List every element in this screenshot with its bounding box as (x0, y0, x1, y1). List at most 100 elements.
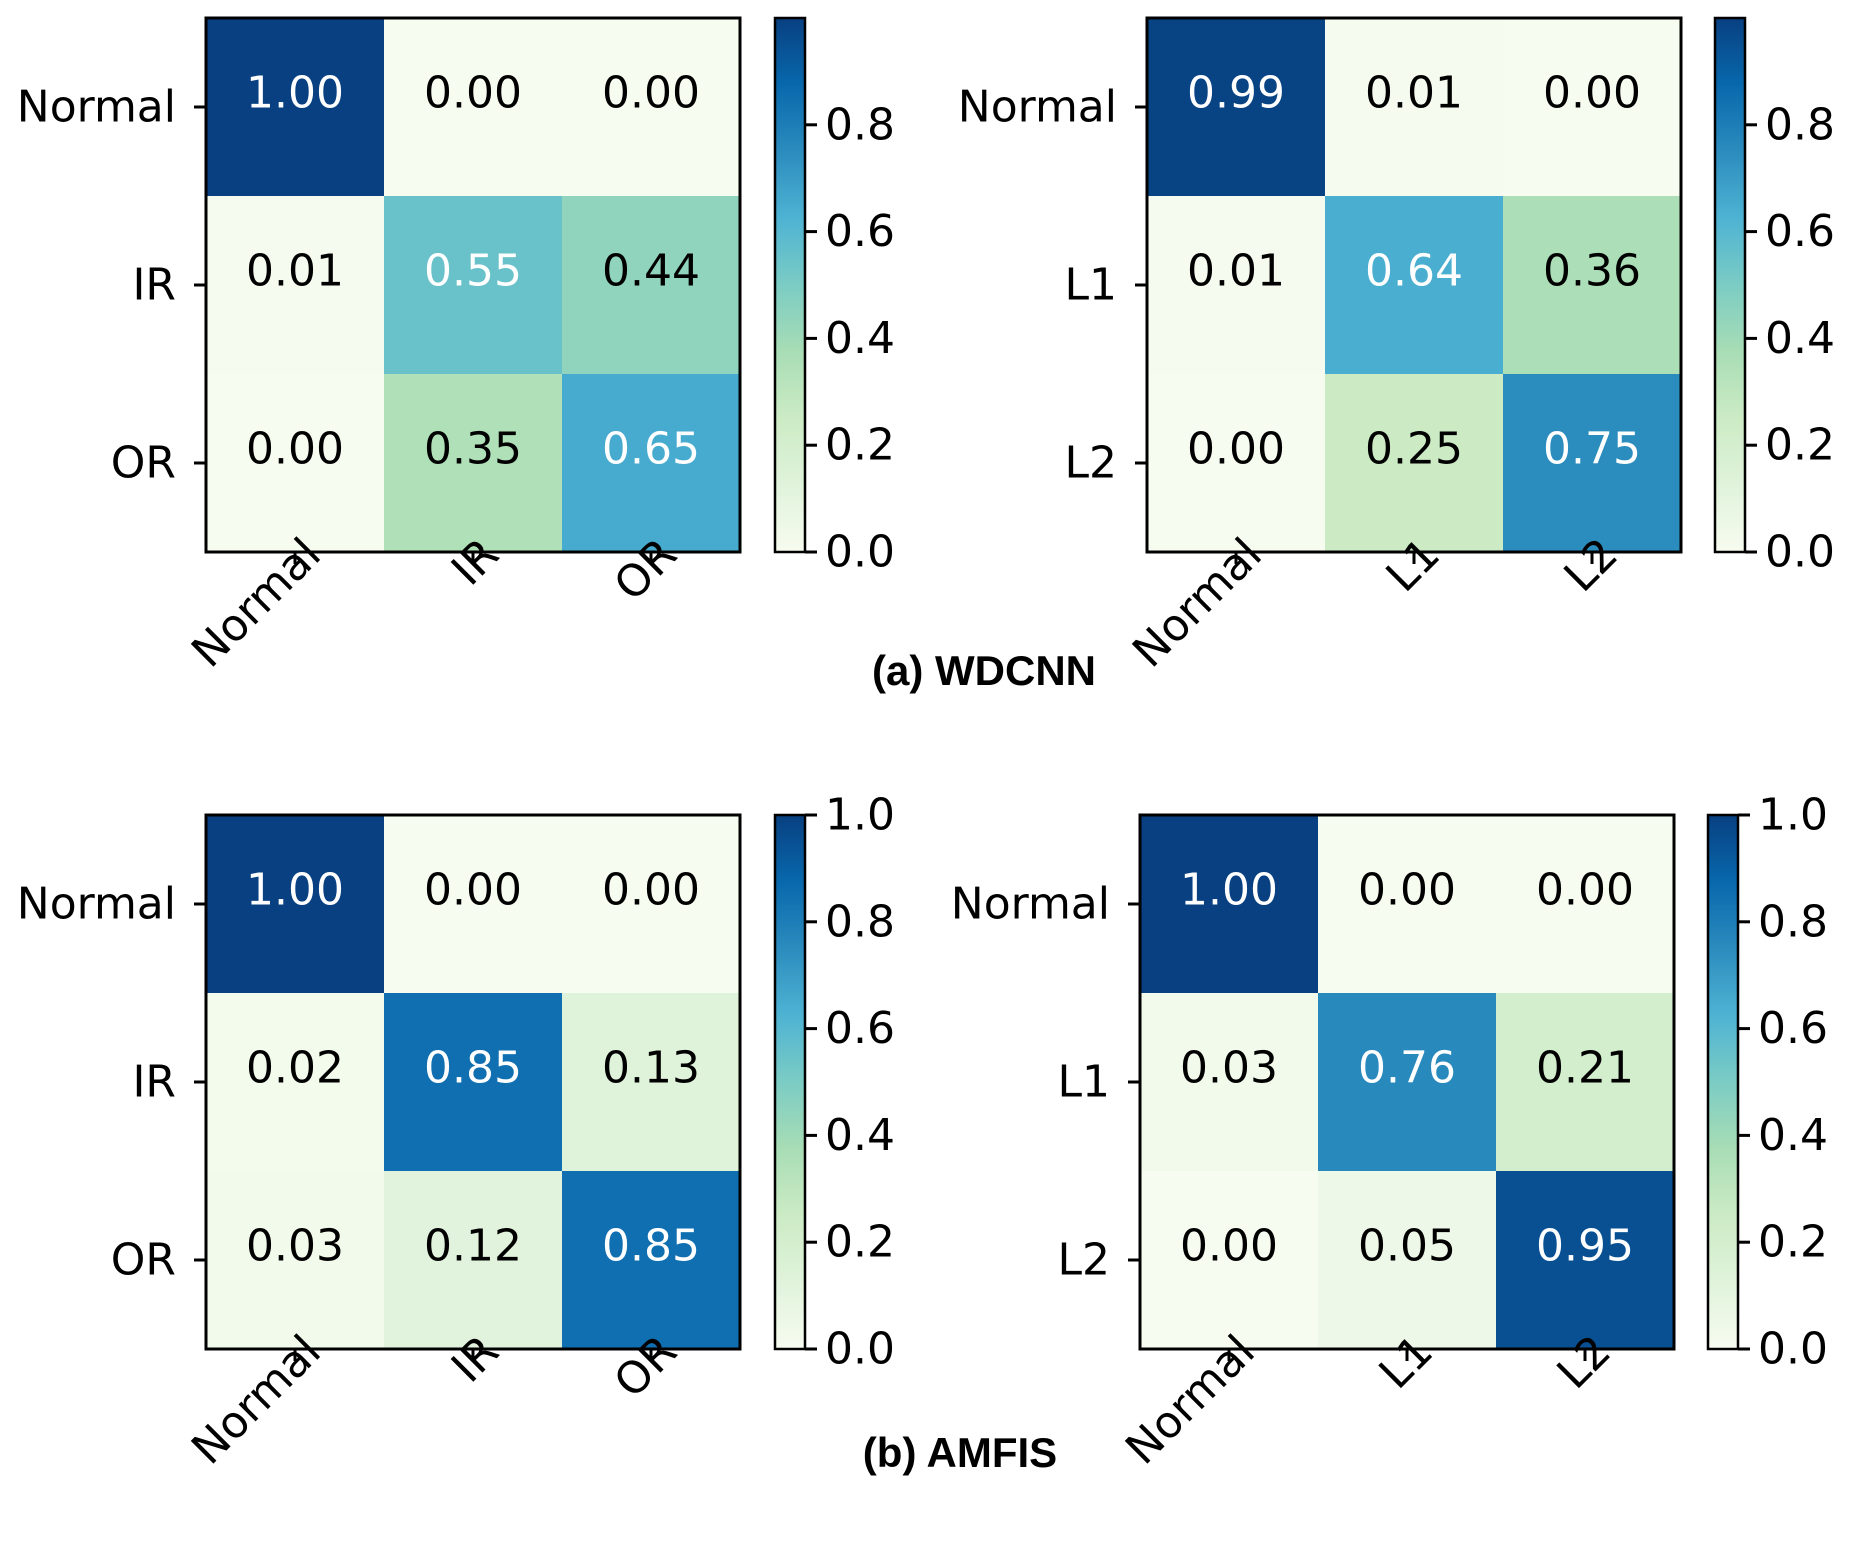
heatmap-cell-r2-c0 (206, 374, 384, 552)
cell-value-label: 0.00 (1180, 1221, 1278, 1272)
colorbar-gradient (775, 815, 805, 1349)
colorbar-frame (1706, 813, 1740, 1351)
heatmap-cell-r2-c2 (562, 374, 740, 552)
colorbar-tick-label: 0.4 (1758, 1110, 1828, 1161)
cell-value-label: 0.36 (1543, 246, 1641, 297)
cell-value-label: 0.00 (1543, 68, 1641, 119)
colorbar-tick-label: 0.2 (1765, 420, 1835, 471)
heatmap-cell-r1-c0 (206, 196, 384, 374)
colorbar-tick-label: 0.2 (825, 1217, 895, 1268)
cell-value-label: 1.00 (246, 865, 344, 916)
cell-value-label: 0.03 (1180, 1043, 1278, 1094)
heatmap-cell-r1-c2 (562, 993, 740, 1171)
heatmap-cell-r2-c2 (562, 1171, 740, 1349)
heatmap-cell-r0-c0 (206, 815, 384, 993)
colorbar-tick-label: 0.6 (1765, 206, 1835, 257)
row-label: IR (132, 1057, 176, 1108)
cell-value-label: 0.64 (1365, 246, 1463, 297)
heatmap-panel-b-amfis-load: 1.00 0.00 0.00 0.03 0.76 0.21 0.00 0.05 0.95 Norm… (951, 790, 1828, 1475)
cell-value-label: 0.99 (1187, 68, 1285, 119)
colorbar-tick-label: 0.8 (825, 896, 895, 947)
colorbar-tick-label: 0.6 (825, 1003, 895, 1054)
colorbar-tick-label: 0.6 (1758, 1003, 1828, 1054)
heatmap-cell-r2-c2 (1503, 374, 1681, 552)
cell-value-label: 0.02 (246, 1043, 344, 1094)
heatmap-cell-r2-c0 (1140, 1171, 1318, 1349)
heatmap-cell-r0-c2 (1496, 815, 1674, 993)
heatmap-cell-r0-c2 (562, 815, 740, 993)
colorbar-tick-label: 0.2 (1758, 1217, 1828, 1268)
colorbar-tick-label: 0.0 (1765, 527, 1835, 578)
colorbar-tick-label: 0.8 (1758, 896, 1828, 947)
colorbar-frame (773, 813, 807, 1351)
colorbar-tick-label: 0.4 (1765, 313, 1835, 364)
heatmap-cell-r1-c0 (1140, 993, 1318, 1171)
colorbar-tick-label: 0.8 (1765, 99, 1835, 150)
colorbar-tick-label: 1.0 (1758, 790, 1828, 841)
heatmap-cell-r1-c1 (384, 196, 562, 374)
colorbar-frame (773, 16, 807, 554)
heatmap-cell-r2-c1 (1325, 374, 1503, 552)
colorbar-tick-label: 0.0 (1758, 1324, 1828, 1375)
row-label: Normal (951, 879, 1110, 930)
heatmap-cell-r1-c0 (206, 993, 384, 1171)
heatmap-cell-r1-c1 (1325, 196, 1503, 374)
heatmap-panel-b-amfis-bearing: 1.00 0.00 0.00 0.02 0.85 0.13 0.03 0.12 0.85 Norm… (17, 790, 895, 1475)
caption-a: (a) WDCNN (872, 647, 1096, 694)
cell-value-label: 0.00 (1358, 865, 1456, 916)
colorbar-tick-label: 0.0 (825, 527, 895, 578)
colorbar-frame (1713, 16, 1747, 554)
cell-value-label: 0.95 (1536, 1221, 1634, 1272)
colorbar-tick-label: 1.0 (825, 790, 895, 841)
cell-value-label: 1.00 (246, 68, 344, 119)
row-label: Normal (958, 82, 1117, 133)
cell-value-label: 0.85 (424, 1043, 522, 1094)
colorbar-gradient (1708, 815, 1738, 1349)
heatmap-cell-r1-c2 (562, 196, 740, 374)
colorbar-tick-label: 0.8 (825, 99, 895, 150)
cell-value-label: 0.55 (424, 246, 522, 297)
cell-value-label: 0.00 (602, 865, 700, 916)
cell-value-label: 0.35 (424, 424, 522, 475)
cell-value-label: 0.65 (602, 424, 700, 475)
row-label: L1 (1064, 260, 1117, 311)
cell-value-label: 0.01 (1187, 246, 1285, 297)
heatmap-cell-r0-c2 (562, 18, 740, 196)
heatmap-cell-r2-c1 (1318, 1171, 1496, 1349)
heatmap-cell-r0-c2 (1503, 18, 1681, 196)
heatmap-cell-r0-c0 (1147, 18, 1325, 196)
cell-value-label: 0.21 (1536, 1043, 1634, 1094)
heatmap-cell-r0-c0 (206, 18, 384, 196)
heatmap-cell-r0-c1 (384, 815, 562, 993)
heatmap-panel-a-wdcnn-bearing: 1.00 0.00 0.00 0.01 0.55 0.44 0.00 0.35 0.65 Norm… (17, 16, 895, 677)
cell-value-label: 0.03 (246, 1221, 344, 1272)
colorbar-tick-label: 0.4 (825, 1110, 895, 1161)
colorbar-gradient (775, 18, 805, 552)
heatmap-cell-r1-c1 (1318, 993, 1496, 1171)
row-label: OR (111, 438, 176, 489)
cell-value-label: 0.75 (1543, 424, 1641, 475)
row-label: L2 (1057, 1235, 1110, 1286)
colorbar-tick-label: 0.4 (825, 313, 895, 364)
row-label: L1 (1057, 1057, 1110, 1108)
heatmap-cell-r0-c0 (1140, 815, 1318, 993)
cell-value-label: 1.00 (1180, 865, 1278, 916)
heatmap-cell-r2-c1 (384, 374, 562, 552)
heatmap-cell-r2-c0 (1147, 374, 1325, 552)
cell-value-label: 0.00 (424, 68, 522, 119)
cell-value-label: 0.44 (602, 246, 700, 297)
cell-value-label: 0.13 (602, 1043, 700, 1094)
colorbar-tick-label: 0.6 (825, 206, 895, 257)
heatmap-cell-r2-c1 (384, 1171, 562, 1349)
cell-value-label: 0.01 (1365, 68, 1463, 119)
heatmap-cell-r0-c1 (1318, 815, 1496, 993)
cell-value-label: 0.00 (1187, 424, 1285, 475)
cell-value-label: 0.00 (424, 865, 522, 916)
colorbar-tick-label: 0.2 (825, 420, 895, 471)
row-label: L2 (1064, 438, 1117, 489)
colorbar-tick-label: 0.0 (825, 1324, 895, 1375)
heatmap-cell-r1-c1 (384, 993, 562, 1171)
cell-value-label: 0.76 (1358, 1043, 1456, 1094)
cell-value-label: 0.85 (602, 1221, 700, 1272)
